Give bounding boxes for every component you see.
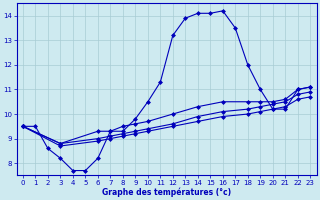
X-axis label: Graphe des températures (°c): Graphe des températures (°c): [102, 187, 231, 197]
